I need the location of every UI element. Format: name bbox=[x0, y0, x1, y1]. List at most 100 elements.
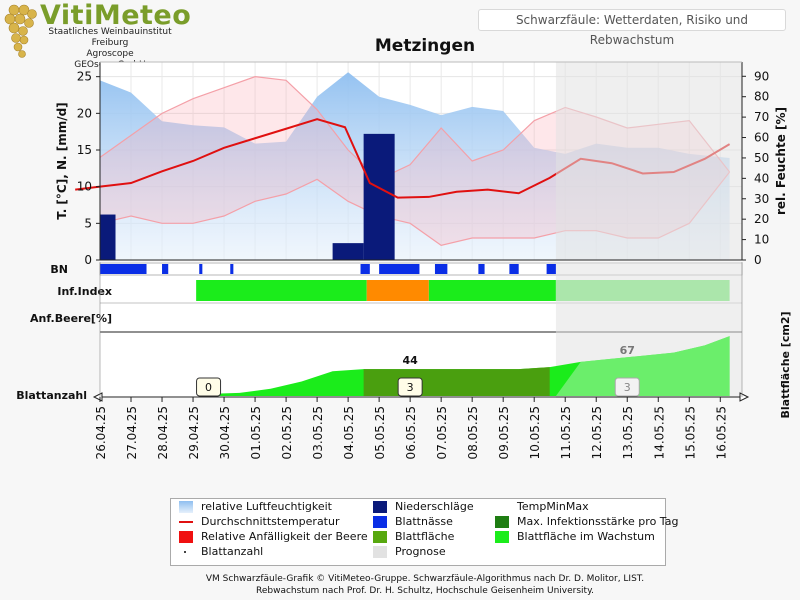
leaf-wetness-bar bbox=[509, 264, 519, 274]
x-tick-label: 30.04.25 bbox=[218, 406, 232, 459]
legend-label: Relative Anfälligkeit der Beere bbox=[201, 530, 368, 543]
leaf-area-forecast bbox=[555, 336, 730, 396]
x-tick-label: 14.05.25 bbox=[652, 406, 666, 459]
forecast-overlay bbox=[555, 62, 742, 260]
infection-index-green bbox=[428, 280, 556, 301]
leaf-wetness-bar bbox=[162, 264, 169, 274]
y-tick-label-right: 80 bbox=[754, 90, 769, 104]
y-tick-label-right: 10 bbox=[754, 233, 769, 247]
x-tick-label: 03.05.25 bbox=[311, 406, 325, 459]
x-tick-label: 08.05.25 bbox=[466, 406, 480, 459]
x-tick-label: 27.04.25 bbox=[125, 406, 139, 459]
footer-line: Rebwachstum nach Prof. Dr. H. Schultz, H… bbox=[256, 586, 594, 596]
legend-label: Blattanzahl bbox=[201, 545, 264, 558]
x-tick-label: 07.05.25 bbox=[435, 406, 449, 459]
legend-label: TempMinMax bbox=[517, 500, 589, 513]
y-tick-label-right: 0 bbox=[754, 253, 762, 267]
x-tick-label: 29.04.25 bbox=[187, 406, 201, 459]
max-infection-area bbox=[363, 367, 550, 396]
precip-bar bbox=[100, 214, 116, 260]
legend-label: Niederschläge bbox=[395, 500, 474, 513]
brand-title: VitiMeteo bbox=[40, 0, 192, 31]
legend-swatch bbox=[184, 551, 186, 553]
brand-sub-line: Agroscope bbox=[86, 49, 134, 59]
leaf-wetness-bar bbox=[546, 264, 556, 274]
footer-line: VM Schwarzfäule-Grafik © VitiMeteo-Grupp… bbox=[205, 574, 645, 584]
legend-swatch bbox=[373, 501, 387, 513]
precip-bar bbox=[332, 243, 364, 260]
leaf-count-box bbox=[397, 377, 423, 397]
y-tick-label-left: 20 bbox=[77, 106, 92, 120]
infection-index-orange bbox=[366, 280, 429, 301]
legend-label: Durchschnittstemperatur bbox=[201, 515, 340, 528]
x-tick-label: 12.05.25 bbox=[590, 406, 604, 459]
brand-sub-line: Staatliches Weinbauinstitut Freiburg bbox=[48, 27, 172, 48]
y-tick-label-right: 40 bbox=[754, 171, 769, 185]
legend-swatch bbox=[495, 531, 509, 543]
leaf-wetness-bar bbox=[360, 264, 370, 274]
y-axis-label-left: T. [°C], N. [mm/d] bbox=[55, 102, 69, 219]
legend-label: Prognose bbox=[395, 545, 446, 558]
y-tick-label-left: 0 bbox=[84, 253, 92, 267]
leaf-wetness-bar bbox=[478, 264, 485, 274]
legend-label: Max. Infektionsstärke pro Tag bbox=[517, 515, 679, 528]
y-axis-label-growth: Blattfläche [cm2] bbox=[779, 311, 792, 418]
leaf-count-box bbox=[196, 377, 222, 397]
x-tick-label: 16.05.25 bbox=[714, 406, 728, 459]
y-tick-label-left: 15 bbox=[77, 143, 92, 157]
legend-swatch bbox=[179, 531, 193, 543]
y-tick-label-right: 20 bbox=[754, 212, 769, 226]
footer: VM Schwarzfäule-Grafik © VitiMeteo-Grupp… bbox=[0, 573, 800, 597]
x-tick-label: 10.05.25 bbox=[528, 406, 542, 459]
y-tick-label-left: 10 bbox=[77, 180, 92, 194]
x-tick-label: 13.05.25 bbox=[621, 406, 635, 459]
y-tick-label-right: 70 bbox=[754, 110, 769, 124]
y-tick-label-right: 30 bbox=[754, 192, 769, 206]
y-tick-label-right: 60 bbox=[754, 131, 769, 145]
leaf-count-label: 0 bbox=[205, 381, 212, 394]
y-axis-label-right: rel. Feuchte [%] bbox=[774, 107, 788, 215]
leaf-count-label: 3 bbox=[624, 381, 631, 394]
legend-label: Blattfläche im Wachstum bbox=[517, 530, 655, 543]
x-tick-label: 28.04.25 bbox=[156, 406, 170, 459]
leaf-count-box bbox=[614, 377, 640, 397]
y-tick-label-right: 90 bbox=[754, 69, 769, 83]
legend-swatch bbox=[373, 531, 387, 543]
legend-swatch bbox=[495, 516, 509, 528]
x-tick-label: 15.05.25 bbox=[683, 406, 697, 459]
legend-swatch bbox=[179, 501, 193, 513]
legend-label: Blattnässe bbox=[395, 515, 453, 528]
x-tick-label: 04.05.25 bbox=[342, 406, 356, 459]
leaf-wetness-bar bbox=[379, 264, 420, 274]
legend-swatch bbox=[495, 501, 509, 513]
y-tick-label-left: 5 bbox=[84, 216, 92, 230]
row-label-bn: BN bbox=[50, 263, 68, 276]
leaf-area-value-label: 67 bbox=[620, 344, 635, 357]
y-tick-label-right: 50 bbox=[754, 151, 769, 165]
legend-swatch bbox=[373, 516, 387, 528]
x-tick-label: 05.05.25 bbox=[373, 406, 387, 459]
leaf-wetness-bar bbox=[434, 264, 448, 274]
leaf-wetness-bar bbox=[100, 264, 147, 274]
row-label-blatt: Blattanzahl bbox=[16, 389, 87, 402]
y-tick-label-left: 25 bbox=[77, 70, 92, 84]
precip-bar bbox=[363, 133, 395, 260]
x-tick-label: 09.05.25 bbox=[497, 406, 511, 459]
infection-index-green bbox=[196, 280, 367, 301]
chart-title: Metzingen bbox=[374, 36, 476, 56]
x-tick-label: 11.05.25 bbox=[559, 406, 573, 459]
header-tagline: Schwarzfäule: Wetterdaten, Risiko und Re… bbox=[478, 9, 786, 47]
leaf-wetness-bar bbox=[199, 264, 203, 274]
axis-arrow-right-icon bbox=[739, 392, 750, 402]
x-tick-label: 01.05.25 bbox=[249, 406, 263, 459]
x-tick-label: 26.04.25 bbox=[94, 406, 108, 459]
leaf-count-label: 3 bbox=[407, 381, 414, 394]
legend-label: relative Luftfeuchtigkeit bbox=[201, 500, 332, 513]
legend-swatch bbox=[373, 546, 387, 558]
leaf-wetness-bar bbox=[230, 264, 234, 274]
legend: relative Luftfeuchtigkeit Niederschläge Te… bbox=[170, 498, 678, 566]
grape-logo-icon bbox=[4, 4, 37, 58]
row-label-anf: Anf.Beere[%] bbox=[30, 312, 112, 325]
